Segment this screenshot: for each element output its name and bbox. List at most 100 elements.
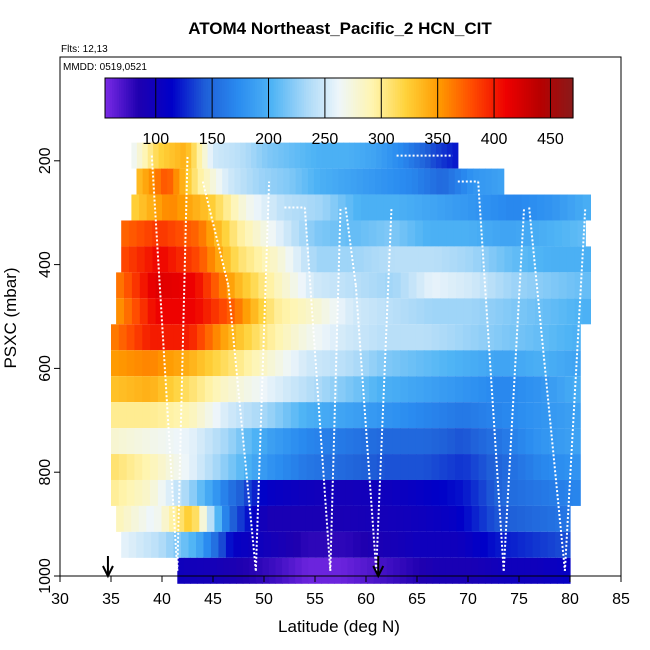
heatmap-cell	[440, 272, 449, 299]
colorbar-swatch	[268, 78, 272, 118]
heatmap-cell	[207, 194, 217, 221]
heatmap-cell	[116, 298, 125, 325]
heatmap-cell	[478, 557, 486, 584]
heatmap-cell	[322, 376, 331, 403]
heatmap-cell	[181, 531, 190, 558]
colorbar-tick-label: 250	[312, 131, 339, 148]
heatmap-cell	[298, 428, 308, 455]
heatmap-cell	[126, 454, 136, 480]
heatmap-cell	[383, 531, 392, 558]
heatmap-cell	[384, 402, 394, 429]
colorbar-swatch	[402, 78, 406, 118]
colorbar-swatch	[149, 78, 153, 118]
heatmap-cell	[226, 272, 236, 299]
heatmap-cell	[574, 272, 584, 299]
heatmap-cell	[515, 220, 525, 247]
heatmap-cell	[478, 454, 487, 480]
heatmap-cell	[337, 350, 347, 377]
heatmap-cell	[431, 402, 441, 429]
colorbar-swatch	[126, 78, 129, 118]
colorbar-swatch	[278, 78, 282, 118]
colorbar-swatch	[346, 78, 349, 118]
heatmap-cell	[520, 246, 529, 273]
heatmap-cell	[338, 168, 346, 195]
colorbar-swatch	[495, 78, 499, 118]
heatmap-cell	[384, 220, 393, 247]
heatmap-cell	[371, 246, 380, 273]
heatmap-cell	[213, 142, 220, 169]
heatmap-cell	[564, 376, 573, 403]
heatmap-cell	[234, 272, 244, 299]
heatmap-cell	[267, 454, 276, 480]
heatmap-cell	[507, 220, 517, 247]
heatmap-cell	[298, 479, 308, 506]
heatmap-cell	[531, 220, 540, 247]
colorbar-swatch	[130, 78, 134, 118]
heatmap-cell	[446, 220, 455, 247]
heatmap-cell	[509, 324, 519, 351]
heatmap-cell	[242, 272, 252, 299]
heatmap-cell	[543, 246, 552, 273]
heatmap-cell	[470, 479, 480, 506]
heatmap-cell	[430, 220, 439, 247]
heatmap-cell	[502, 428, 511, 455]
heatmap-cell	[408, 454, 417, 480]
heatmap-cell	[230, 246, 240, 273]
heatmap-cell	[305, 272, 315, 299]
heatmap-cell	[285, 531, 294, 558]
colorbar-swatch	[205, 78, 209, 118]
colorbar-swatch	[140, 78, 144, 118]
heatmap-cell	[237, 505, 246, 532]
heatmap-cell	[400, 324, 409, 351]
colorbar-swatch	[196, 78, 200, 118]
heatmap-cell	[547, 531, 556, 558]
heatmap-cell	[240, 142, 247, 169]
heatmap-cell	[509, 402, 519, 429]
heatmap-cell	[138, 505, 147, 532]
colorbar-swatch	[561, 78, 565, 118]
heatmap-cell	[384, 479, 394, 506]
heatmap-cell	[456, 505, 465, 532]
heatmap-cell	[261, 246, 271, 273]
heatmap-cell	[196, 557, 205, 584]
heatmap-cell	[258, 272, 267, 299]
heatmap-cell	[134, 402, 143, 429]
heatmap-cell	[406, 557, 414, 584]
heatmap-cell	[293, 531, 302, 558]
heatmap-cell	[550, 272, 560, 299]
heatmap-cell	[169, 142, 176, 169]
heatmap-cell	[169, 505, 178, 532]
colorbar-swatch	[376, 78, 380, 118]
heatmap-cell	[494, 402, 503, 429]
heatmap-cell	[306, 428, 315, 455]
colorbar-swatch	[481, 78, 485, 118]
heatmap-cell	[448, 168, 456, 195]
heatmap-cell	[118, 479, 128, 506]
heatmap-cell	[533, 324, 542, 351]
heatmap-cell	[558, 272, 568, 299]
heatmap-cell	[204, 479, 214, 506]
heatmap-cell	[111, 402, 120, 429]
y-tick-label: 200	[37, 147, 54, 174]
heatmap-cell	[289, 168, 297, 195]
heatmap-cell	[527, 298, 536, 325]
heatmap-cell	[424, 168, 431, 195]
heatmap-cell	[134, 324, 143, 351]
heatmap-cell	[244, 505, 253, 532]
heatmap-cell	[524, 557, 532, 584]
colorbar-swatch	[144, 78, 148, 118]
heatmap-cell	[234, 142, 241, 169]
heatmap-cell	[559, 194, 569, 221]
colorbar-swatch	[477, 78, 480, 118]
heatmap-cell	[275, 324, 284, 351]
colorbar-swatch	[409, 78, 413, 118]
colorbar-swatch	[231, 78, 235, 118]
heatmap-cell	[290, 324, 300, 351]
heatmap-cell	[455, 324, 464, 351]
heatmap-cell	[486, 454, 495, 480]
heatmap-cell	[415, 479, 425, 506]
colorbar-swatch	[142, 78, 146, 118]
flight-track-segment	[563, 207, 587, 571]
heatmap-cell	[486, 505, 495, 532]
heatmap-cell	[139, 272, 149, 299]
